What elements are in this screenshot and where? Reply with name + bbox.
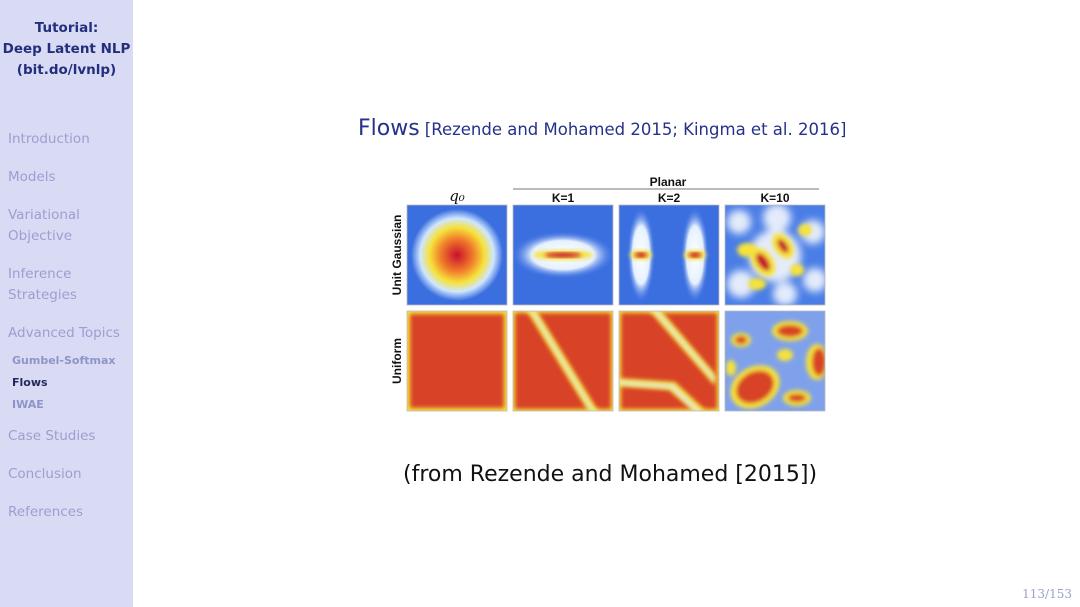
column-label-q0: q₀ [449, 187, 465, 205]
nav-inference-strategies-line-1: Inference [8, 266, 72, 282]
tutorial-title-line-2: Deep Latent NLP [2, 41, 131, 57]
slide-title-citation: [Rezende and Mohamed 2015; Kingma et al.… [424, 120, 847, 139]
flows-figure: Planar q₀ K=1 K=2 K=10 Unit Gaussian Uni… [385, 172, 830, 421]
nav-models[interactable]: Models [8, 169, 56, 185]
nav-references[interactable]: References [8, 504, 84, 520]
panel-uniform-k1 [513, 311, 613, 411]
nav-conclusion[interactable]: Conclusion [8, 466, 82, 482]
row-label-uniform: Uniform [390, 338, 404, 384]
row-label-unit-gaussian: Unit Gaussian [390, 215, 404, 296]
page-number: 113/153 [1022, 587, 1072, 601]
nav-inference-strategies-line-2: Strategies [8, 287, 77, 303]
panel-gaussian-q0 [407, 205, 507, 305]
nav-flows[interactable]: Flows [12, 376, 48, 389]
nav-variational-objective-line-1: Variational [8, 207, 80, 223]
nav-variational-objective[interactable]: Variational Objective [8, 205, 80, 247]
planar-group-label: Planar [650, 175, 687, 189]
panel-uniform-k10 [725, 311, 825, 411]
panel-gaussian-k1 [513, 205, 613, 305]
column-label-k2: K=2 [658, 191, 681, 205]
figure-caption: (from Rezende and Mohamed [2015]) [403, 462, 818, 487]
panel-uniform-q0 [407, 311, 507, 411]
panel-gaussian-k2 [619, 205, 719, 305]
panel-uniform-k2 [619, 311, 719, 411]
nav-iwae[interactable]: IWAE [12, 398, 44, 411]
column-label-k10: K=10 [760, 191, 789, 205]
nav-introduction[interactable]: Introduction [8, 131, 90, 147]
slide-title: Flows [Rezende and Mohamed 2015; Kingma … [358, 116, 846, 141]
column-label-k1: K=1 [552, 191, 575, 205]
panel-borders [406, 204, 826, 412]
flows-density-grid: Planar q₀ K=1 K=2 K=10 Unit Gaussian Uni… [390, 175, 826, 412]
nav-advanced-topics[interactable]: Advanced Topics [8, 325, 120, 341]
tutorial-title-line-3: (bit.do/lvnlp) [16, 62, 117, 78]
nav-gumbel-softmax[interactable]: Gumbel-Softmax [12, 354, 116, 367]
panel-gaussian-k10 [725, 205, 825, 305]
tutorial-title-line-1: Tutorial: [34, 20, 99, 36]
slide-title-main: Flows [358, 116, 420, 141]
nav-case-studies[interactable]: Case Studies [8, 428, 96, 444]
nav-variational-objective-line-2: Objective [8, 228, 73, 244]
nav-inference-strategies[interactable]: Inference Strategies [8, 264, 77, 306]
sidebar-navigation: Tutorial: Deep Latent NLP (bit.do/lvnlp)… [0, 0, 133, 607]
